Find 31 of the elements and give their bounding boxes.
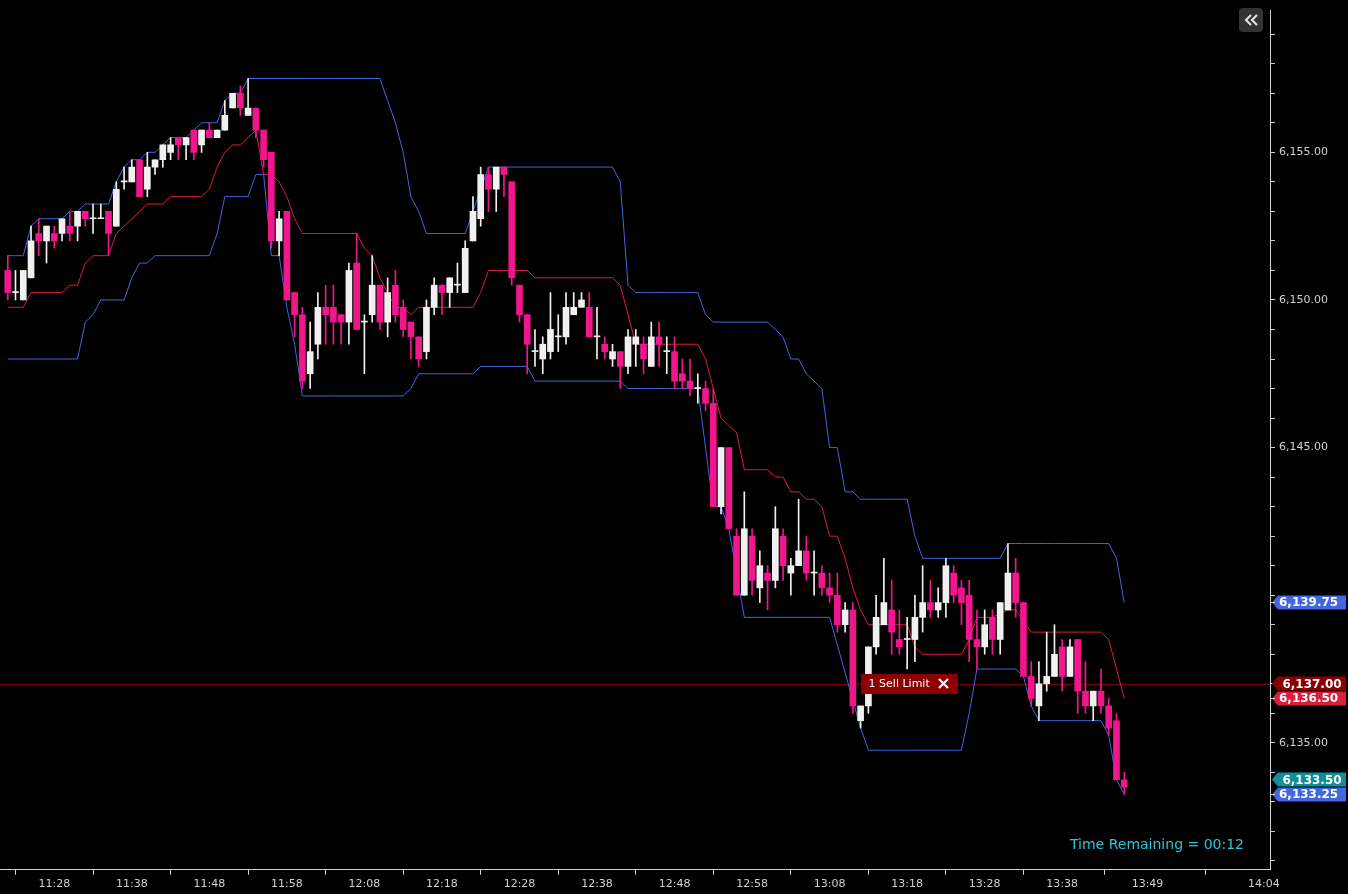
y-tick-label: 6,133.25 (1279, 786, 1339, 801)
candlestick (663, 336, 671, 375)
x-tick-label: 13:49 (1131, 877, 1164, 891)
x-tick-label: 12:38 (581, 877, 613, 891)
text: 6,133.50 (1282, 772, 1342, 787)
x-tick-label: 12:58 (736, 877, 768, 891)
annotation: 1 Sell Limit (867, 677, 931, 691)
candlestick (694, 373, 702, 404)
candlestick (35, 218, 43, 256)
ref-line-label: 6,137.00 (1282, 676, 1342, 691)
y-tick-label: 6,155.00 (1279, 145, 1328, 159)
y-tick-label: 6,150.00 (1279, 292, 1328, 306)
x-tick-label: 11:28 (38, 877, 71, 891)
y-tick-label: 6,145.00 (1279, 440, 1328, 454)
y-tick-label: 6,136.50 (1279, 690, 1339, 705)
x-tick-label: 11:38 (115, 877, 148, 891)
x-tick-label: 12:28 (503, 877, 536, 891)
x-tick-label: 13:38 (1046, 877, 1079, 891)
x-tick-label: 13:28 (968, 877, 1001, 891)
annotation: Time Remaining = 00:12 (1068, 836, 1244, 853)
x-tick-label: 12:48 (658, 877, 691, 891)
candlestick (903, 617, 911, 670)
x-tick-label: 13:18 (891, 877, 923, 891)
x-tick-label: 13:08 (813, 877, 846, 891)
x-tick-label: 11:58 (271, 877, 303, 891)
x-tick-label: 14:04 (1247, 877, 1280, 891)
y-tick-label: 6,139.75 (1279, 594, 1339, 609)
x-tick-label: 11:48 (193, 877, 226, 891)
y-tick-label: 6,135.00 (1279, 735, 1328, 749)
x-tick-label: 12:18 (426, 877, 458, 891)
x-tick-label: 12:08 (348, 877, 381, 891)
